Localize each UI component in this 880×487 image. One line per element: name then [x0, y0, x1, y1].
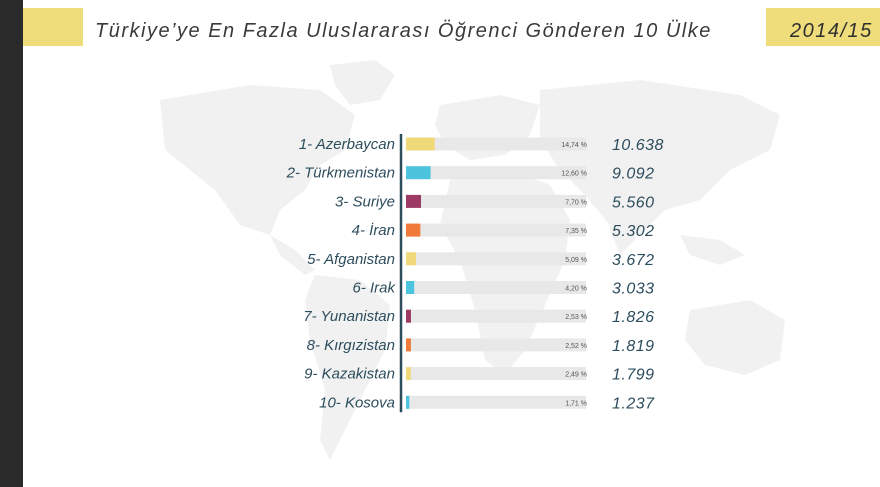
percent-label: 2,53 % — [565, 314, 587, 321]
bar — [406, 338, 411, 352]
category-label: 1- Azerbaycan — [299, 136, 395, 153]
category-label: 8- Kırgızistan — [307, 337, 395, 354]
bar-track — [406, 194, 586, 208]
bar — [406, 281, 415, 294]
bar-track — [406, 252, 586, 266]
percent-label: 7,35 % — [565, 228, 587, 235]
chart-layer: 1- Azerbaycan 14,74 % 10.638 2- Türkmenista… — [286, 134, 664, 413]
chart-period: 2014/15 — [790, 20, 873, 42]
value-label: 1.237 — [612, 395, 655, 412]
percent-label: 7,70 % — [565, 199, 587, 206]
value-label: 1.799 — [612, 367, 655, 384]
percent-label: 12,60 % — [561, 171, 587, 178]
bar-track — [406, 395, 586, 409]
bar — [406, 223, 421, 237]
percent-label: 2,52 % — [565, 343, 587, 350]
bar-track — [406, 367, 586, 381]
value-label: 3.033 — [612, 281, 655, 298]
category-label: 4- İran — [352, 222, 395, 239]
percent-label: 1,71 % — [565, 400, 587, 407]
bar-track — [406, 137, 586, 151]
value-label: 10.638 — [612, 137, 664, 154]
percent-label: 14,74 % — [561, 142, 587, 149]
value-label: 5.560 — [612, 194, 655, 211]
category-label: 3- Suriye — [335, 193, 395, 210]
bar — [406, 194, 422, 208]
category-label: 6- Irak — [352, 280, 396, 297]
percent-label: 4,20 % — [565, 286, 587, 293]
yellow-accent-right — [766, 8, 880, 46]
percent-label: 2,49 % — [565, 372, 587, 379]
percent-label: 5,09 % — [565, 257, 587, 264]
bar-track — [406, 281, 586, 294]
chart-title: Türkiye’ye En Fazla Uluslararası Öğrenci… — [95, 20, 712, 42]
value-label: 1.819 — [612, 338, 655, 355]
category-label: 7- Yunanistan — [303, 308, 395, 325]
bar — [406, 395, 410, 409]
bar — [406, 252, 416, 266]
category-label: 5- Afganistan — [307, 251, 395, 268]
bar — [406, 166, 431, 180]
category-label: 10- Kosova — [319, 394, 395, 411]
bar — [406, 367, 411, 381]
value-label: 9.092 — [612, 166, 655, 183]
bar-track — [406, 223, 586, 237]
bar — [406, 137, 435, 151]
value-label: 3.672 — [612, 252, 655, 269]
category-label: 2- Türkmenistan — [286, 165, 395, 182]
yellow-accent-left — [23, 8, 83, 46]
bar — [406, 309, 411, 323]
value-label: 1.826 — [612, 309, 655, 326]
bar-track — [406, 166, 586, 180]
bar-track — [406, 309, 586, 323]
value-label: 5.302 — [612, 223, 655, 240]
left-dark-strip — [0, 0, 23, 487]
category-label: 9- Kazakistan — [304, 366, 395, 383]
bar-track — [406, 338, 586, 352]
